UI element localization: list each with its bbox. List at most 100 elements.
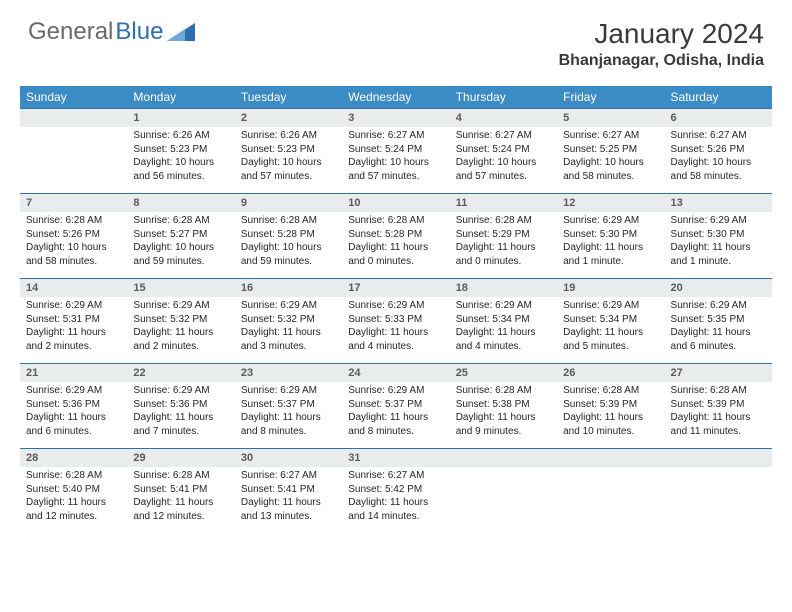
date-num: 10	[342, 194, 449, 213]
sunset-text: Sunset: 5:29 PM	[456, 228, 551, 242]
sunrise-text: Sunrise: 6:28 AM	[348, 214, 443, 228]
date-cell: Sunrise: 6:27 AMSunset: 5:25 PMDaylight:…	[557, 127, 664, 194]
sunset-text: Sunset: 5:30 PM	[563, 228, 658, 242]
sunset-text: Sunset: 5:31 PM	[26, 313, 121, 327]
date-num: 29	[127, 449, 234, 468]
date-cell: Sunrise: 6:28 AMSunset: 5:27 PMDaylight:…	[127, 212, 234, 279]
sunset-text: Sunset: 5:41 PM	[133, 483, 228, 497]
sunrise-text: Sunrise: 6:27 AM	[241, 469, 336, 483]
date-cell: Sunrise: 6:28 AMSunset: 5:40 PMDaylight:…	[20, 467, 127, 533]
date-cell: Sunrise: 6:29 AMSunset: 5:31 PMDaylight:…	[20, 297, 127, 364]
date-num: 27	[665, 364, 772, 383]
sunset-text: Sunset: 5:24 PM	[348, 143, 443, 157]
date-cell: Sunrise: 6:29 AMSunset: 5:37 PMDaylight:…	[342, 382, 449, 449]
date-num: 24	[342, 364, 449, 383]
sunrise-text: Sunrise: 6:29 AM	[26, 384, 121, 398]
col-fri: Friday	[557, 86, 664, 109]
date-cell	[665, 467, 772, 533]
daylight-text: Daylight: 11 hours and 11 minutes.	[671, 411, 766, 438]
date-num: 8	[127, 194, 234, 213]
date-num: 4	[450, 109, 557, 128]
date-cell: Sunrise: 6:27 AMSunset: 5:42 PMDaylight:…	[342, 467, 449, 533]
daylight-text: Daylight: 10 hours and 56 minutes.	[133, 156, 228, 183]
col-sun: Sunday	[20, 86, 127, 109]
date-num	[557, 449, 664, 468]
date-num: 9	[235, 194, 342, 213]
brand-triangle-icon	[167, 23, 195, 41]
date-num: 17	[342, 279, 449, 298]
daylight-text: Daylight: 10 hours and 57 minutes.	[348, 156, 443, 183]
date-num: 7	[20, 194, 127, 213]
col-wed: Wednesday	[342, 86, 449, 109]
col-sat: Saturday	[665, 86, 772, 109]
month-title: January 2024	[559, 18, 764, 50]
date-num: 26	[557, 364, 664, 383]
date-cell: Sunrise: 6:28 AMSunset: 5:39 PMDaylight:…	[665, 382, 772, 449]
date-num: 6	[665, 109, 772, 128]
daylight-text: Daylight: 11 hours and 0 minutes.	[456, 241, 551, 268]
sunrise-text: Sunrise: 6:28 AM	[671, 384, 766, 398]
date-cell	[557, 467, 664, 533]
sunrise-text: Sunrise: 6:28 AM	[241, 214, 336, 228]
sunrise-text: Sunrise: 6:28 AM	[26, 469, 121, 483]
date-num-row: 123456	[20, 109, 772, 128]
brand-text-1: General	[28, 18, 113, 46]
sunset-text: Sunset: 5:32 PM	[241, 313, 336, 327]
daylight-text: Daylight: 11 hours and 9 minutes.	[456, 411, 551, 438]
sunrise-text: Sunrise: 6:27 AM	[348, 469, 443, 483]
date-cell: Sunrise: 6:29 AMSunset: 5:32 PMDaylight:…	[127, 297, 234, 364]
date-num	[20, 109, 127, 128]
sunset-text: Sunset: 5:42 PM	[348, 483, 443, 497]
date-num-row: 14151617181920	[20, 279, 772, 298]
date-body-row: Sunrise: 6:26 AMSunset: 5:23 PMDaylight:…	[20, 127, 772, 194]
date-cell: Sunrise: 6:28 AMSunset: 5:29 PMDaylight:…	[450, 212, 557, 279]
sunset-text: Sunset: 5:23 PM	[241, 143, 336, 157]
sunrise-text: Sunrise: 6:29 AM	[671, 214, 766, 228]
date-cell: Sunrise: 6:28 AMSunset: 5:38 PMDaylight:…	[450, 382, 557, 449]
sunset-text: Sunset: 5:36 PM	[26, 398, 121, 412]
sunrise-text: Sunrise: 6:29 AM	[26, 299, 121, 313]
col-tue: Tuesday	[235, 86, 342, 109]
date-cell: Sunrise: 6:27 AMSunset: 5:26 PMDaylight:…	[665, 127, 772, 194]
daylight-text: Daylight: 11 hours and 0 minutes.	[348, 241, 443, 268]
date-num	[450, 449, 557, 468]
date-num: 23	[235, 364, 342, 383]
daylight-text: Daylight: 11 hours and 7 minutes.	[133, 411, 228, 438]
daylight-text: Daylight: 11 hours and 3 minutes.	[241, 326, 336, 353]
daylight-text: Daylight: 11 hours and 1 minute.	[671, 241, 766, 268]
sunset-text: Sunset: 5:24 PM	[456, 143, 551, 157]
date-num-row: 78910111213	[20, 194, 772, 213]
daylight-text: Daylight: 10 hours and 58 minutes.	[26, 241, 121, 268]
sunrise-text: Sunrise: 6:29 AM	[241, 384, 336, 398]
date-cell: Sunrise: 6:29 AMSunset: 5:37 PMDaylight:…	[235, 382, 342, 449]
location-label: Bhanjanagar, Odisha, India	[559, 52, 764, 70]
sunrise-text: Sunrise: 6:29 AM	[241, 299, 336, 313]
date-num: 2	[235, 109, 342, 128]
date-cell: Sunrise: 6:29 AMSunset: 5:36 PMDaylight:…	[20, 382, 127, 449]
date-cell: Sunrise: 6:29 AMSunset: 5:34 PMDaylight:…	[450, 297, 557, 364]
daylight-text: Daylight: 11 hours and 14 minutes.	[348, 496, 443, 523]
sunset-text: Sunset: 5:37 PM	[241, 398, 336, 412]
sunrise-text: Sunrise: 6:28 AM	[456, 384, 551, 398]
sunrise-text: Sunrise: 6:29 AM	[348, 384, 443, 398]
sunset-text: Sunset: 5:41 PM	[241, 483, 336, 497]
sunset-text: Sunset: 5:40 PM	[26, 483, 121, 497]
daylight-text: Daylight: 11 hours and 4 minutes.	[456, 326, 551, 353]
sunrise-text: Sunrise: 6:28 AM	[26, 214, 121, 228]
sunset-text: Sunset: 5:34 PM	[456, 313, 551, 327]
date-num-row: 21222324252627	[20, 364, 772, 383]
sunset-text: Sunset: 5:35 PM	[671, 313, 766, 327]
daylight-text: Daylight: 11 hours and 6 minutes.	[671, 326, 766, 353]
date-body-row: Sunrise: 6:28 AMSunset: 5:40 PM Daylight:…	[20, 467, 772, 533]
date-num: 5	[557, 109, 664, 128]
date-num: 18	[450, 279, 557, 298]
sunset-text: Sunset: 5:39 PM	[671, 398, 766, 412]
daylight-text: Daylight: 11 hours and 12 minutes.	[133, 496, 228, 523]
sunset-text: Sunset: 5:36 PM	[133, 398, 228, 412]
daylight-text: Daylight: 10 hours and 59 minutes.	[133, 241, 228, 268]
date-body-row: Sunrise: 6:28 AMSunset: 5:26 PMDaylight:…	[20, 212, 772, 279]
calendar-table: Sunday Monday Tuesday Wednesday Thursday…	[20, 86, 772, 533]
date-cell	[20, 127, 127, 194]
date-num: 16	[235, 279, 342, 298]
daylight-text: Daylight: 10 hours and 58 minutes.	[563, 156, 658, 183]
